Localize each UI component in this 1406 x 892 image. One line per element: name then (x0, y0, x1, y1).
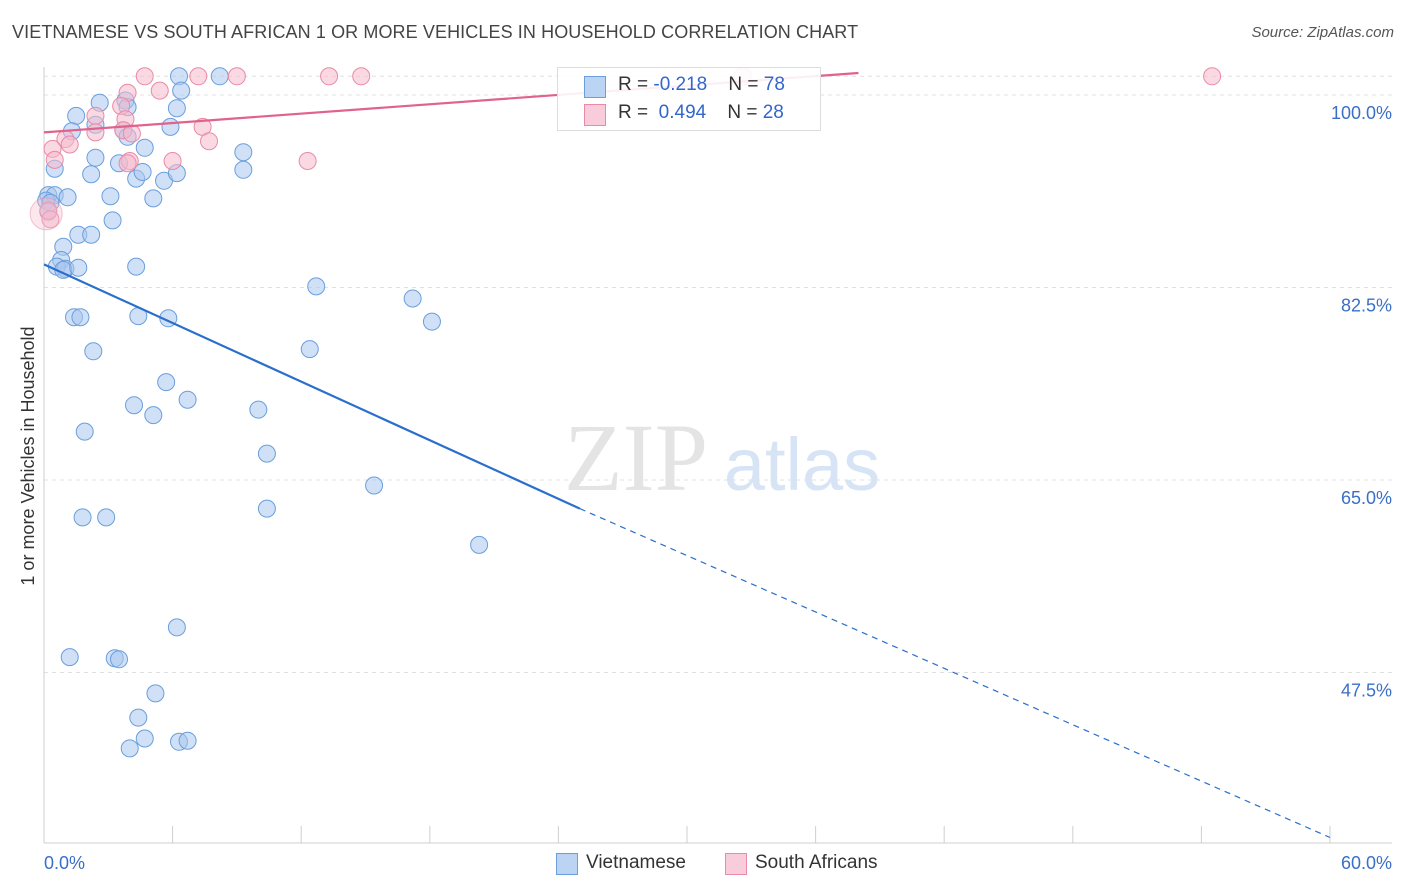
south-africans-point (45, 150, 64, 169)
r-value: 0.494 (658, 102, 707, 123)
south-africans-point (86, 123, 105, 142)
vietnamese-point (135, 138, 154, 157)
vietnamese-point (146, 684, 165, 703)
vietnamese-point (86, 148, 105, 167)
south-africans-point (29, 197, 63, 231)
south-africans-point (41, 210, 60, 229)
south-africans-point (118, 154, 137, 173)
chart-title: VIETNAMESE VS SOUTH AFRICAN 1 OR MORE VE… (12, 22, 859, 42)
south-africans-point (320, 67, 339, 86)
vietnamese-point (234, 143, 253, 162)
vietnamese-point (234, 160, 253, 179)
vietnamese-point (178, 731, 197, 750)
south-africans-point (122, 124, 141, 143)
south-africans-point (60, 135, 79, 154)
watermark: ZIP atlas (564, 404, 880, 511)
south-africans-point (352, 67, 371, 86)
vietnamese-point (101, 187, 120, 206)
vietnamese-point (144, 189, 163, 208)
x-tick-label: 60.0% (1341, 853, 1392, 873)
n-value: 28 (762, 102, 784, 123)
south-africans-swatch (725, 853, 747, 875)
vietnamese-point (129, 708, 148, 727)
vietnamese-point (71, 308, 90, 327)
vietnamese-point (84, 342, 103, 361)
watermark-atlas: atlas (724, 423, 880, 506)
vietnamese-point (103, 211, 122, 230)
south-africans-point (227, 67, 246, 86)
vietnamese-point (127, 257, 146, 276)
vietnamese-point (161, 117, 180, 136)
watermark-zip: ZIP (564, 404, 708, 511)
correlation-legend: R = -0.218 N = 78 R = 0.494 N = 28 (557, 67, 821, 131)
source-label: Source: ZipAtlas.com (1251, 24, 1394, 41)
vietnamese-point (60, 648, 79, 667)
vietnamese-trendline-projection (579, 508, 1331, 839)
vietnamese-point (257, 444, 276, 463)
vietnamese-point (365, 476, 384, 495)
legend-label: South Africans (755, 852, 878, 873)
vietnamese-point (97, 508, 116, 527)
south-africans-swatch (584, 104, 606, 126)
vietnamese-point (403, 289, 422, 308)
vietnamese-point (125, 396, 144, 415)
south-africans-point (298, 152, 317, 170)
y-tick-label: 65.0% (1341, 488, 1392, 508)
vietnamese-trendline (43, 263, 581, 510)
vietnamese-point (167, 618, 186, 637)
vietnamese-point (422, 312, 441, 331)
vietnamese-point (144, 406, 163, 425)
vietnamese-point (69, 258, 88, 277)
y-tick-label: 82.5% (1341, 296, 1392, 316)
south-africans-point (1203, 67, 1222, 86)
south-africans-point (200, 132, 219, 151)
vietnamese-point (300, 340, 319, 359)
vietnamese-point (110, 650, 129, 669)
r-value: -0.218 (653, 74, 708, 95)
r-label: R = (618, 74, 654, 95)
vietnamese-point (257, 499, 276, 518)
n-label: N = (728, 74, 764, 95)
vietnamese-point (73, 508, 92, 527)
vietnamese-point (58, 188, 77, 207)
vietnamese-point (82, 225, 101, 244)
n-value: 78 (763, 74, 785, 95)
n-label: N = (727, 102, 763, 123)
south-africans-point (163, 152, 182, 170)
south-africans-point (189, 67, 208, 86)
vietnamese-swatch (556, 853, 578, 875)
vietnamese-point (157, 373, 176, 392)
vietnamese-point (307, 277, 326, 296)
vietnamese-point (67, 106, 86, 125)
vietnamese-point (75, 422, 94, 441)
vietnamese-point (178, 390, 197, 409)
vietnamese-swatch (584, 76, 606, 98)
legend-label: Vietnamese (586, 852, 686, 873)
south-africans-point (150, 81, 169, 100)
vietnamese-point (135, 729, 154, 748)
vietnamese-point (249, 400, 268, 419)
south-africans-point (86, 106, 105, 125)
y-axis-label: 1 or more Vehicles in Household (18, 326, 38, 585)
vietnamese-point (210, 67, 229, 86)
vietnamese-point (133, 163, 152, 181)
labels-layer: 47.5% 65.0% 82.5% 100.0% 0.0% 60.0% (44, 103, 1392, 873)
vietnamese-point (120, 739, 139, 758)
vietnamese-point (172, 81, 191, 100)
south-africans-point (135, 67, 154, 86)
y-tick-label: 47.5% (1341, 681, 1392, 701)
y-tick-label: 100.0% (1331, 103, 1392, 123)
vietnamese-point (470, 535, 489, 554)
vietnamese-point (82, 165, 101, 184)
r-label: R = (618, 102, 654, 123)
axis-layer (43, 67, 1392, 844)
x-tick-label: 0.0% (44, 853, 85, 873)
vietnamese-point (167, 99, 186, 118)
